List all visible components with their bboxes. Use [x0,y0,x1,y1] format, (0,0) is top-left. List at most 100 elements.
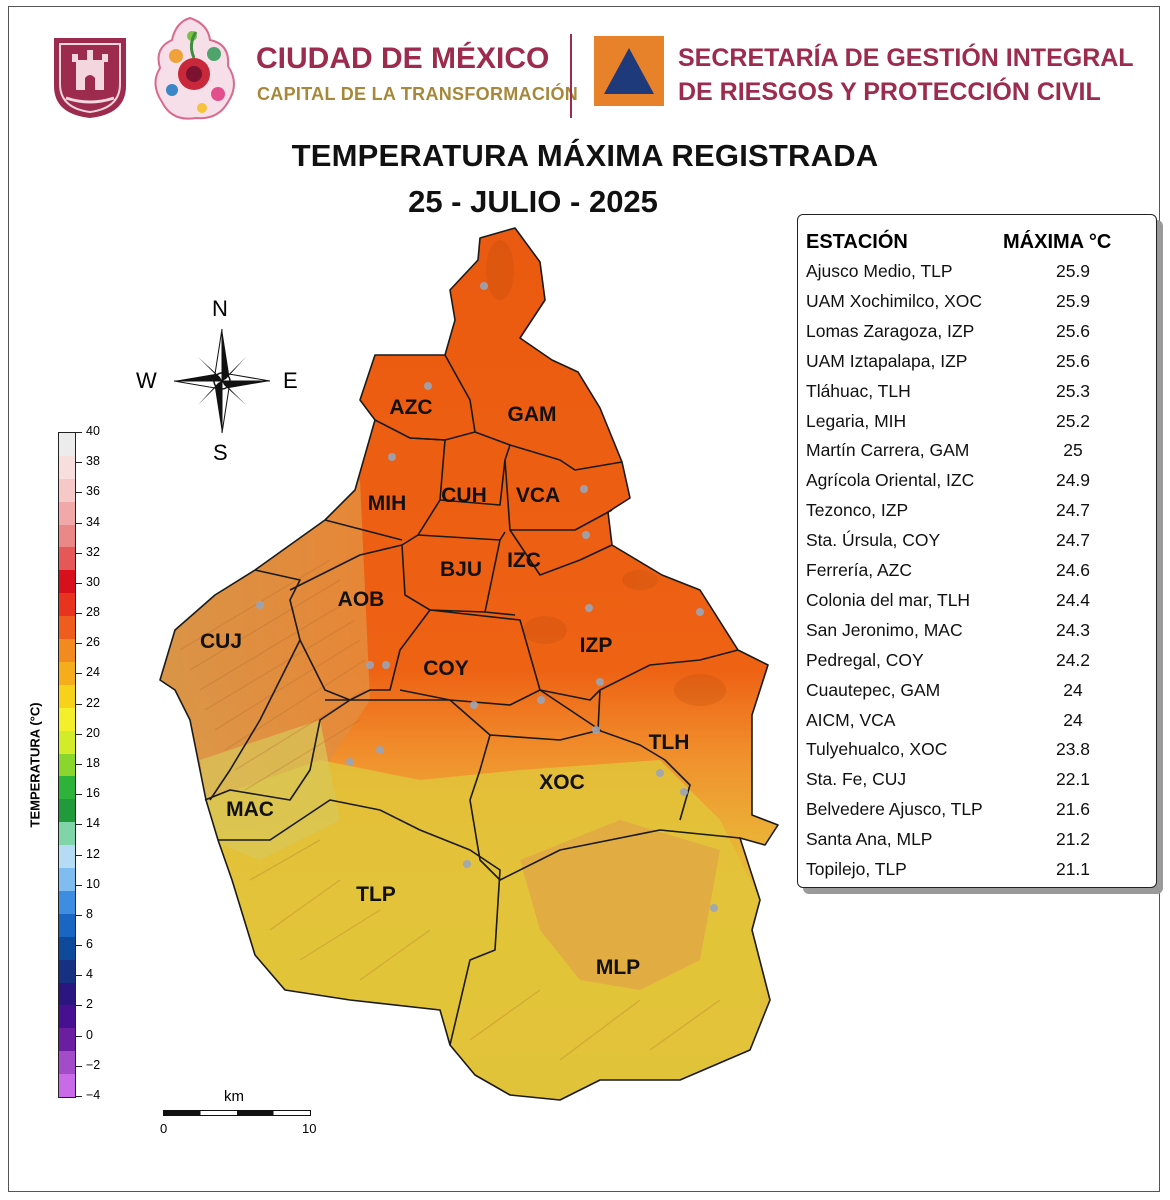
station-max-temp: 21.1 [1055,859,1091,879]
table-header-max: MÁXIMA °C [1003,231,1112,253]
station-name: Ferrería, AZC [806,560,912,580]
table-row: UAM Xochimilco, XOC 25.9 [806,291,1146,321]
district-label-xoc: XOC [539,771,585,794]
legend-tick-mark [76,733,82,735]
legend-tick-label: 38 [86,454,100,469]
legend-tick-label: 4 [86,967,93,982]
table-row: Legaria, MIH 25.2 [806,411,1146,441]
station-name: Pedregal, COY [806,649,924,670]
temperature-legend: 40 38 36 34 32 30 28 26 24 22 20 18 16 14 12 10 8 6 4 2 0 −2−… [28,420,110,1110]
scale-unit: km [224,1088,244,1105]
station-name: Belvedere Ajusco, TLP [806,799,983,820]
legend-tick-label: 36 [86,484,100,499]
legend-color-bar [58,432,76,1098]
district-label-gam: GAM [508,403,557,426]
legend-tick-label: 2 [86,997,93,1012]
table-row: Belvedere Ajusco, TLP 21.6 [806,799,1146,829]
station-name: Tláhuac, TLH [806,380,911,401]
legend-tick-mark [76,552,82,554]
legend-tick-label: 34 [86,514,100,529]
station-name: Topilejo, TLP [806,859,907,879]
station-name: Sta. Úrsula, COY [806,530,941,551]
station-max-temp: 25.3 [1055,380,1091,401]
station-name: Lomas Zaragoza, IZP [806,320,975,341]
station-max-temp: 25 [1063,440,1083,461]
station-name: Martín Carrera, GAM [806,440,970,461]
compass-rose: N S E W [136,296,310,466]
legend-tick-label: 0 [86,1027,93,1042]
district-label-mih: MIH [368,492,407,515]
agency-line-1: SECRETARÍA DE GESTIÓN INTEGRAL [678,44,1134,72]
legend-tick-label: 6 [86,937,93,952]
station-max-temp: 24.3 [1055,619,1091,640]
table-row: Cuautepec, GAM 24 [806,680,1146,710]
table-row: AICM, VCA 24 [806,710,1146,740]
legend-tick-mark [76,854,82,856]
legend-tick-label: 8 [86,906,93,921]
station-name: San Jeronimo, MAC [806,619,963,640]
legend-tick-mark [76,582,82,584]
legend-tick-mark [76,643,82,645]
station-max-temp: 21.2 [1055,829,1091,850]
station-name: Tulyehualco, XOC [806,739,948,760]
legend-tick-mark [76,492,82,494]
scale-end: 10 [302,1121,317,1136]
legend-color-step [59,593,75,617]
scale-bar-graphic [163,1110,311,1116]
station-max-temp: 24.7 [1055,530,1091,551]
legend-color-step [59,1051,75,1075]
legend-tick-mark [76,462,82,464]
legend-color-step [59,433,75,457]
station-max-temp: 24.2 [1055,649,1091,670]
compass-east: E [283,368,298,393]
station-name: Legaria, MIH [806,410,907,431]
table-row: UAM Iztapalapa, IZP 25.6 [806,351,1146,381]
table-header-station: ESTACIÓN [806,231,908,253]
district-label-aob: AOB [338,588,385,611]
cdmx-coat-of-arms-icon [54,38,126,118]
legend-color-step [59,982,75,1006]
station-max-temp: 24 [1063,679,1083,700]
district-label-coy: COY [423,657,469,680]
legend-color-step [59,616,75,640]
table-row: Sta. Fe, CUJ 22.1 [806,769,1146,799]
legend-tick-label: 24 [86,665,100,680]
city-slogan: CAPITAL DE LA TRANSFORMACIÓN [257,84,579,104]
header-divider [570,34,572,118]
table-row: Sta. Úrsula, COY 24.7 [806,530,1146,560]
station-max-temp: 24.9 [1055,470,1091,491]
legend-color-step [59,822,75,846]
table-row: Ajusco Medio, TLP 25.9 [806,261,1146,291]
legend-tick-mark [76,1005,82,1007]
station-name: Santa Ana, MLP [806,829,933,850]
scale-start: 0 [160,1121,168,1136]
table-row: Tezonco, IZP 24.7 [806,500,1146,530]
legend-tick-label: −2 [86,1057,101,1072]
district-label-vca: VCA [516,484,560,507]
station-name: UAM Iztapalapa, IZP [806,350,968,371]
legend-tick-mark [76,764,82,765]
legend-color-step [59,753,75,777]
compass-west: W [136,368,157,393]
station-name: Sta. Fe, CUJ [806,769,907,790]
legend-tick-mark [76,1065,82,1067]
station-name: Ajusco Medio, TLP [806,261,953,281]
legend-tick-mark [76,1035,82,1037]
station-table: ESTACIÓN MÁXIMA °C Ajusco Medio, TLP 25.9… [797,214,1157,888]
legend-color-step [59,1074,75,1098]
compass-south: S [213,440,228,465]
station-max-temp: 25.2 [1055,410,1091,431]
station-name: Tezonco, IZP [806,500,909,521]
legend-tick-mark [76,432,82,433]
table-row: Agrícola Oriental, IZC 24.9 [806,470,1146,500]
station-max-temp: 21.6 [1055,799,1091,820]
legend-color-step [59,913,75,938]
station-name: Colonia del mar, TLH [806,589,971,610]
legend-tick-label: 20 [86,725,100,740]
district-label-izp: IZP [580,634,613,657]
table-row: Ferrería, AZC 24.6 [806,560,1146,590]
district-label-tlp: TLP [356,883,396,906]
legend-color-step [59,684,75,709]
legend-color-step [59,730,75,755]
